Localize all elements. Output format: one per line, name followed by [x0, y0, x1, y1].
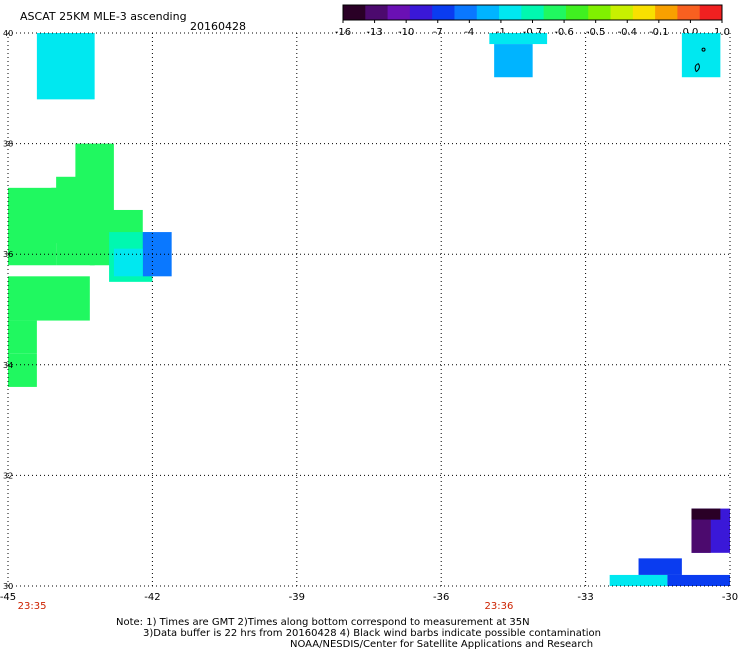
swath-cell	[494, 44, 533, 78]
swath-cell	[681, 33, 721, 78]
time-label: 23:36	[485, 601, 514, 612]
product-date: 20160428	[190, 20, 246, 33]
colorbar-swatch	[677, 5, 701, 20]
colorbar-swatch	[655, 5, 678, 20]
wind-barb-icon	[694, 47, 706, 73]
swath-cell	[609, 574, 668, 586]
swath-cell	[691, 519, 711, 553]
swath-cell	[51, 187, 95, 244]
note-line-1: Note: 1) Times are GMT 2)Times along bot…	[116, 617, 530, 628]
colorbar-swatch	[543, 5, 567, 20]
latitude-label: 36	[3, 250, 13, 259]
product-title: ASCAT 25KM MLE-3 ascending	[20, 10, 187, 23]
swath-cell	[638, 558, 682, 575]
colorbar-swatch	[521, 5, 545, 20]
longitude-label: -39	[289, 592, 305, 603]
colorbar-swatch	[699, 5, 723, 20]
colorbar-tick-label: 0.0	[682, 27, 698, 38]
colorbar-swatch	[343, 5, 366, 20]
colorbar-tick-label: -0.1	[649, 27, 669, 38]
colorbar-tick-label: -10	[398, 27, 414, 38]
colorbar-swatch	[454, 5, 478, 20]
note-line-2: 3)Data buffer is 22 hrs from 20160428 4)…	[143, 628, 601, 639]
time-label: 23:35	[18, 601, 47, 612]
latitude-label: 34	[3, 361, 13, 370]
latitude-label: 38	[3, 140, 13, 149]
longitude-label: -45	[0, 592, 16, 603]
longitude-label: -30	[722, 592, 738, 603]
colorbar-tick-label: -0.5	[586, 27, 606, 38]
latitude-label: 32	[3, 471, 13, 480]
swath-cell	[113, 248, 143, 277]
colorbar-swatch	[409, 5, 433, 20]
colorbar-tick-label: -16	[335, 27, 351, 38]
colorbar-swatch	[387, 5, 411, 20]
colorbar-swatch	[632, 5, 656, 20]
longitude-label: -36	[433, 592, 449, 603]
swath-cell	[8, 187, 57, 266]
longitude-label: -33	[577, 592, 593, 603]
swath-cell	[489, 33, 548, 45]
colorbar-swatch	[432, 5, 455, 20]
colorbar-swatch	[565, 5, 589, 20]
colorbar-tick-label: -13	[366, 27, 382, 38]
colorbar-swatch	[610, 5, 634, 20]
note-line-3: NOAA/NESDIS/Center for Satellite Applica…	[290, 639, 594, 650]
swath-cell	[142, 232, 172, 277]
latitude-label: 30	[3, 582, 13, 591]
colorbar-tick-label: -7	[433, 27, 443, 38]
swath-cell	[691, 508, 721, 520]
latitude-label: 40	[3, 29, 13, 38]
colorbar-tick-label: 1.0	[714, 27, 730, 38]
swath-cell	[8, 353, 37, 387]
swath-cell	[667, 574, 730, 586]
map-plot: -45 -42 -39 -36 -33 -30 40 38 36 34 32 30 23:35 23:36	[0, 29, 738, 612]
longitude-label: -42	[144, 592, 160, 603]
colorbar-swatch	[365, 5, 389, 20]
swath-cell	[8, 320, 37, 354]
colorbar-swatch	[588, 5, 612, 20]
swath-cell	[36, 33, 95, 100]
swath-cell	[8, 276, 90, 321]
colorbar-swatch	[476, 5, 500, 20]
colorbar-tick-label: -4	[464, 27, 474, 38]
colorbar-tick-label: -0.4	[617, 27, 637, 38]
colorbar-swatch	[499, 5, 522, 20]
